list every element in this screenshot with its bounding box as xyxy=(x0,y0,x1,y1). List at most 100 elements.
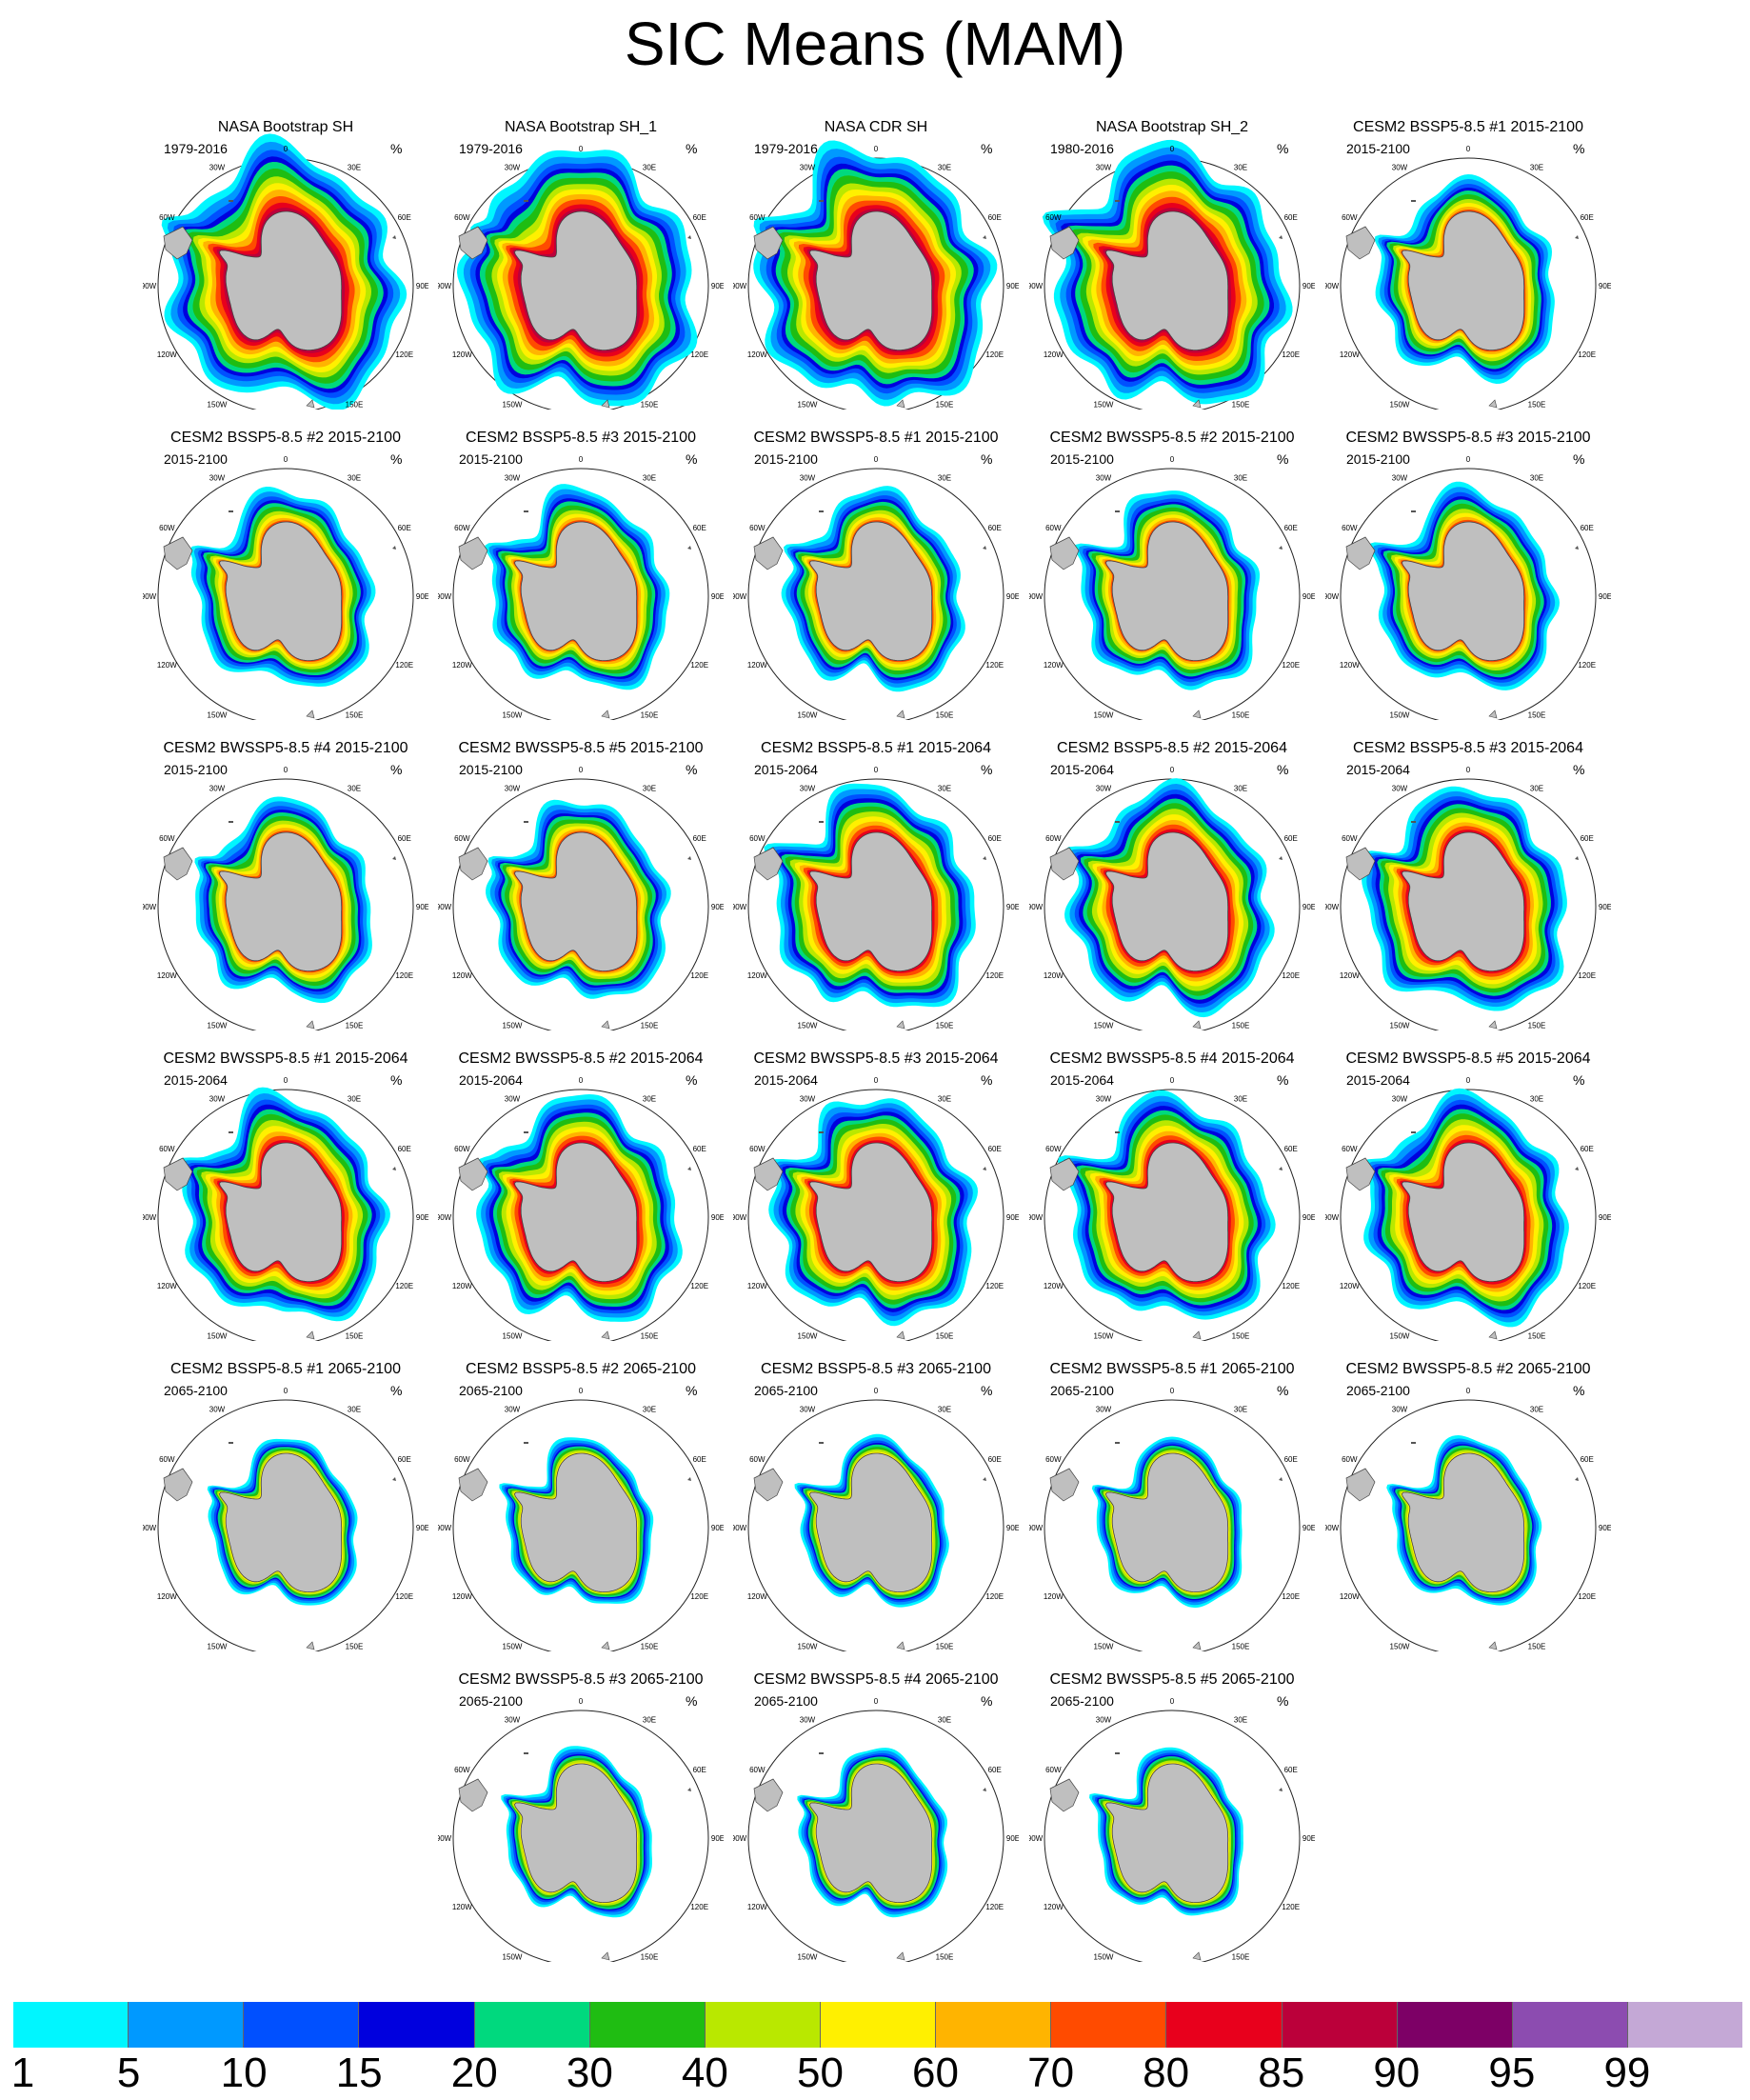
kerguelen-island xyxy=(983,235,986,239)
polar-map: 030E60E90E120E150E180150W120W90W60W30W xyxy=(438,455,724,720)
south-america-tip xyxy=(1049,226,1080,260)
longitude-label: 150E xyxy=(346,401,364,410)
south-georgia-island xyxy=(1115,200,1120,202)
colorbar-tick-label: 70 xyxy=(1027,2050,1075,2096)
map-panel: 030E60E90E120E150E180150W120W90W60W30WNA… xyxy=(438,119,724,410)
longitude-label: 90W xyxy=(1325,1524,1340,1532)
longitude-label: 150W xyxy=(503,711,523,720)
antarctica-landmass xyxy=(1401,1452,1525,1592)
new-zealand-tip xyxy=(896,1641,905,1650)
figure-title: SIC Means (MAM) xyxy=(624,10,1126,78)
longitude-label: 150E xyxy=(641,1022,659,1030)
polar-map: 030E60E90E120E150E180150W120W90W60W30W xyxy=(1325,455,1611,720)
longitude-label: 120W xyxy=(1340,1282,1360,1290)
panel-unit: % xyxy=(981,1383,993,1398)
south-america-tip xyxy=(458,1468,488,1502)
longitude-label: 60E xyxy=(1581,834,1594,843)
longitude-label: 0 xyxy=(284,455,288,464)
map-panel: 030E60E90E120E150E180150W120W90W60W30WCE… xyxy=(733,430,1019,720)
longitude-label: 60W xyxy=(1045,1766,1062,1774)
longitude-label: 30W xyxy=(1096,1715,1112,1724)
kerguelen-island xyxy=(1279,1788,1283,1791)
longitude-label: 30E xyxy=(1530,473,1543,482)
longitude-label: 150E xyxy=(1232,1643,1250,1651)
panel-title: NASA Bootstrap SH_1 xyxy=(504,119,658,135)
south-america-tip xyxy=(163,1468,193,1502)
longitude-label: 120W xyxy=(157,1282,177,1290)
panel-unit: % xyxy=(1573,1383,1585,1398)
antarctica-landmass xyxy=(808,831,933,971)
panel-title: CESM2 BWSSP5-8.5 #2 2015-2064 xyxy=(458,1050,704,1067)
longitude-label: 60W xyxy=(454,1145,470,1153)
panel-unit: % xyxy=(981,141,993,156)
longitude-label: 0 xyxy=(579,455,584,464)
longitude-label: 120E xyxy=(1578,661,1596,670)
panel-title: CESM2 BWSSP5-8.5 #4 2015-2064 xyxy=(1049,1050,1295,1067)
longitude-label: 60W xyxy=(159,213,175,222)
south-america-tip xyxy=(753,847,784,881)
longitude-label: 90W xyxy=(1029,1213,1044,1222)
longitude-label: 90W xyxy=(143,1213,157,1222)
longitude-label: 90W xyxy=(438,592,452,601)
new-zealand-tip xyxy=(601,710,610,719)
panel-period: 2015-2100 xyxy=(459,451,523,467)
panel-title: NASA CDR SH xyxy=(824,119,928,135)
longitude-label: 30E xyxy=(1234,784,1247,792)
south-america-tip xyxy=(1049,536,1080,570)
longitude-label: 0 xyxy=(874,1076,879,1085)
longitude-label: 30W xyxy=(800,473,816,482)
kerguelen-island xyxy=(687,546,691,550)
longitude-label: 30E xyxy=(1530,1094,1543,1103)
longitude-label: 60W xyxy=(454,1455,470,1464)
colorbar-swatch xyxy=(13,2002,129,2048)
colorbar-swatch xyxy=(820,2002,937,2048)
south-america-tip xyxy=(1345,226,1376,260)
antarctica-landmass xyxy=(513,1452,638,1592)
colorbar-tick-label: 90 xyxy=(1373,2050,1421,2096)
antarctica-landmass xyxy=(1104,831,1229,971)
longitude-label: 60W xyxy=(159,834,175,843)
longitude-label: 30E xyxy=(1234,473,1247,482)
longitude-label: 150E xyxy=(1232,401,1250,410)
panel-title: CESM2 BSSP5-8.5 #1 2015-2100 xyxy=(1353,119,1583,135)
new-zealand-tip xyxy=(306,1020,315,1030)
longitude-label: 60E xyxy=(988,1455,1002,1464)
longitude-label: 120W xyxy=(747,661,767,670)
antarctica-landmass xyxy=(1104,1452,1229,1592)
south-georgia-island xyxy=(819,1752,824,1754)
polar-map: 030E60E90E120E150E180150W120W90W60W30W xyxy=(143,1387,428,1651)
panel-title: CESM2 BWSSP5-8.5 #3 2015-2064 xyxy=(753,1050,999,1067)
longitude-label: 120W xyxy=(1044,1282,1064,1290)
polar-map: 030E60E90E120E150E180150W120W90W60W30W xyxy=(733,766,1019,1030)
map-panel: 030E60E90E120E150E180150W120W90W60W30WCE… xyxy=(143,1050,428,1341)
longitude-label: 0 xyxy=(1466,455,1471,464)
antarctica-landmass xyxy=(1104,1763,1229,1903)
longitude-label: 150W xyxy=(1390,1332,1410,1341)
south-georgia-island xyxy=(229,510,233,512)
new-zealand-tip xyxy=(896,399,905,409)
longitude-label: 120E xyxy=(1282,1903,1300,1911)
antarctica-landmass xyxy=(513,831,638,971)
longitude-label: 150E xyxy=(936,1953,954,1962)
south-america-tip xyxy=(458,226,488,260)
longitude-label: 90E xyxy=(711,1524,724,1532)
longitude-label: 90W xyxy=(1029,282,1044,290)
longitude-label: 120E xyxy=(690,1592,708,1601)
new-zealand-tip xyxy=(306,1330,315,1340)
longitude-label: 30E xyxy=(643,1405,656,1413)
south-america-tip xyxy=(458,536,488,570)
longitude-label: 120E xyxy=(985,350,1004,359)
longitude-label: 150E xyxy=(1232,711,1250,720)
new-zealand-tip xyxy=(1192,710,1202,719)
colorbar-swatch xyxy=(474,2002,590,2048)
panel-period: 2065-2100 xyxy=(1050,1693,1114,1709)
longitude-label: 150W xyxy=(208,1332,228,1341)
panel-period: 2065-2100 xyxy=(459,1383,523,1398)
colorbar-labels: 1 5 10 15 20 30 40 50 60 70 80 85 90 95 99 xyxy=(0,2050,1750,2097)
panel-period: 2065-2100 xyxy=(1346,1383,1410,1398)
map-panel: 030E60E90E120E150E180150W120W90W60W30WCE… xyxy=(438,740,724,1030)
kerguelen-island xyxy=(687,1788,691,1791)
longitude-label: 60W xyxy=(454,524,470,532)
kerguelen-island xyxy=(1279,546,1283,550)
